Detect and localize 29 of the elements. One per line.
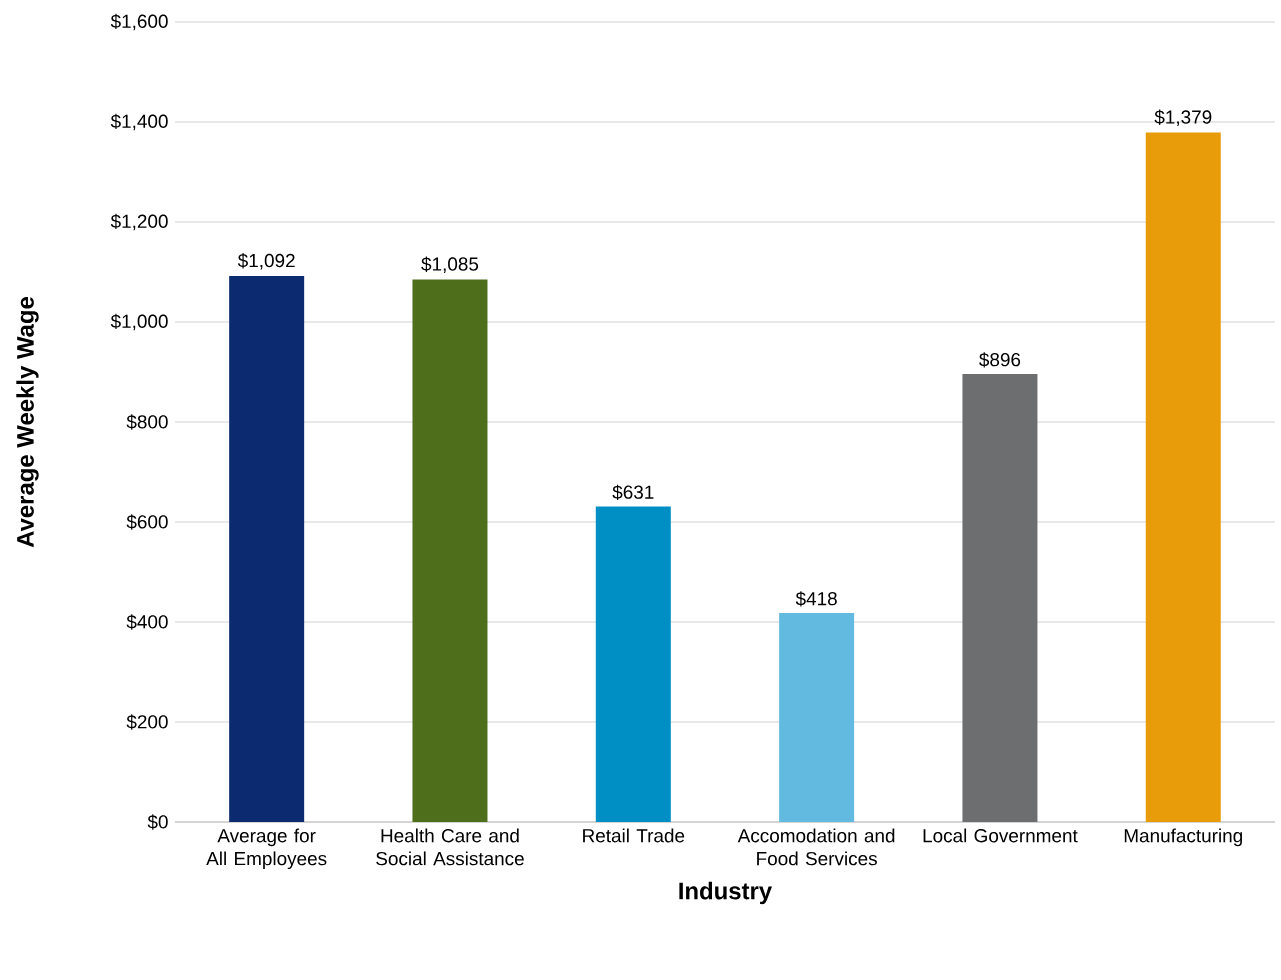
bar [779, 613, 855, 822]
data-label: $1,379 [1154, 109, 1212, 126]
y-tick-label: $1,600 [110, 13, 168, 31]
y-tick-label: $600 [126, 514, 168, 530]
y-axis-title: Average Weekly Wage [16, 297, 39, 548]
bar [595, 506, 671, 822]
y-tick-label: $1,000 [110, 313, 168, 331]
y-tick-label: $800 [126, 414, 168, 430]
x-tick-label: Health Care and Social Assistance [376, 828, 524, 866]
bar [1145, 132, 1221, 822]
x-tick-label: Accomodation and Food Services [737, 828, 895, 866]
y-tick-label: $200 [126, 714, 168, 730]
data-label: $1,092 [237, 253, 295, 270]
bar [229, 276, 305, 822]
x-tick-label: Average for All Employees [206, 828, 327, 870]
x-axis-title: Industry [679, 881, 772, 905]
x-tick-label: Retail Trade [583, 828, 685, 843]
y-tick-label: $0 [147, 814, 168, 830]
data-label: $631 [612, 484, 654, 500]
data-label: $418 [795, 591, 837, 607]
y-tick-label: $400 [126, 614, 168, 630]
bar [962, 374, 1038, 822]
bar [412, 279, 488, 822]
x-tick-label: Local Government [923, 828, 1078, 843]
data-label: $896 [979, 352, 1021, 368]
x-tick-label: Manufacturing [1124, 828, 1242, 847]
y-tick-label: $1,200 [110, 213, 168, 231]
data-label: $1,085 [421, 256, 479, 273]
y-tick-label: $1,400 [110, 113, 168, 131]
